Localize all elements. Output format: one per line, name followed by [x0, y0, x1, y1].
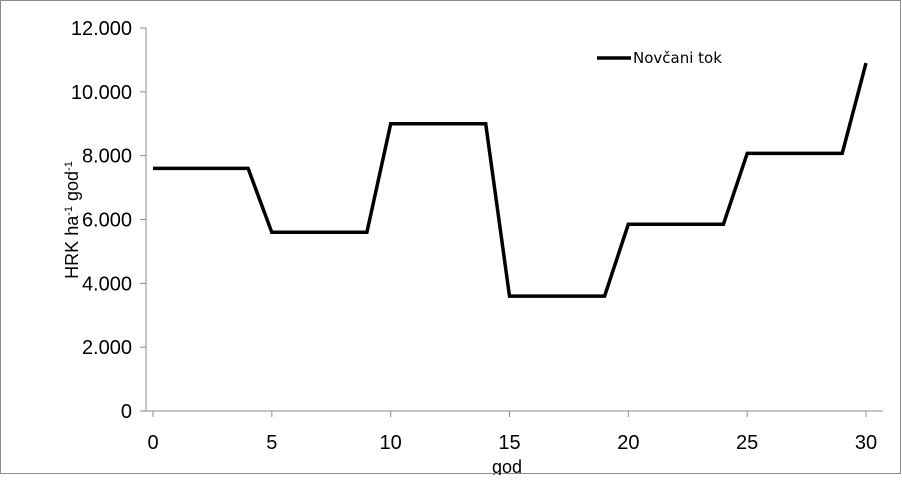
y-tick-label: 6.000 [82, 210, 132, 232]
x-tick-label: 20 [617, 432, 639, 454]
legend-label: Novčani tok [633, 49, 722, 67]
series-line [153, 62, 868, 298]
y-axis: 0 2.000 4.000 6.000 8.000 10.000 12.000 [71, 18, 147, 423]
y-tick-label: 10.000 [71, 82, 132, 104]
x-axis: 0 5 10 15 20 25 30 [146, 410, 883, 454]
series-group [153, 62, 868, 298]
y-tick-label: 12.000 [71, 18, 132, 40]
legend: Novčani tok [597, 49, 722, 67]
x-tick-label: 30 [855, 432, 877, 454]
y-tick-label: 4.000 [82, 273, 132, 295]
x-tick-label: 0 [147, 432, 158, 454]
x-tick-label: 25 [736, 432, 758, 454]
x-axis-title: god [492, 457, 522, 475]
y-axis-title: HRK ha-1 god-1 [62, 161, 82, 279]
y-tick-label: 0 [121, 401, 132, 423]
x-tick-label: 5 [266, 432, 277, 454]
y-tick-label: 2.000 [82, 337, 132, 359]
x-tick-label: 10 [380, 432, 402, 454]
y-tick-label: 8.000 [82, 146, 132, 168]
x-tick-label: 15 [498, 432, 520, 454]
